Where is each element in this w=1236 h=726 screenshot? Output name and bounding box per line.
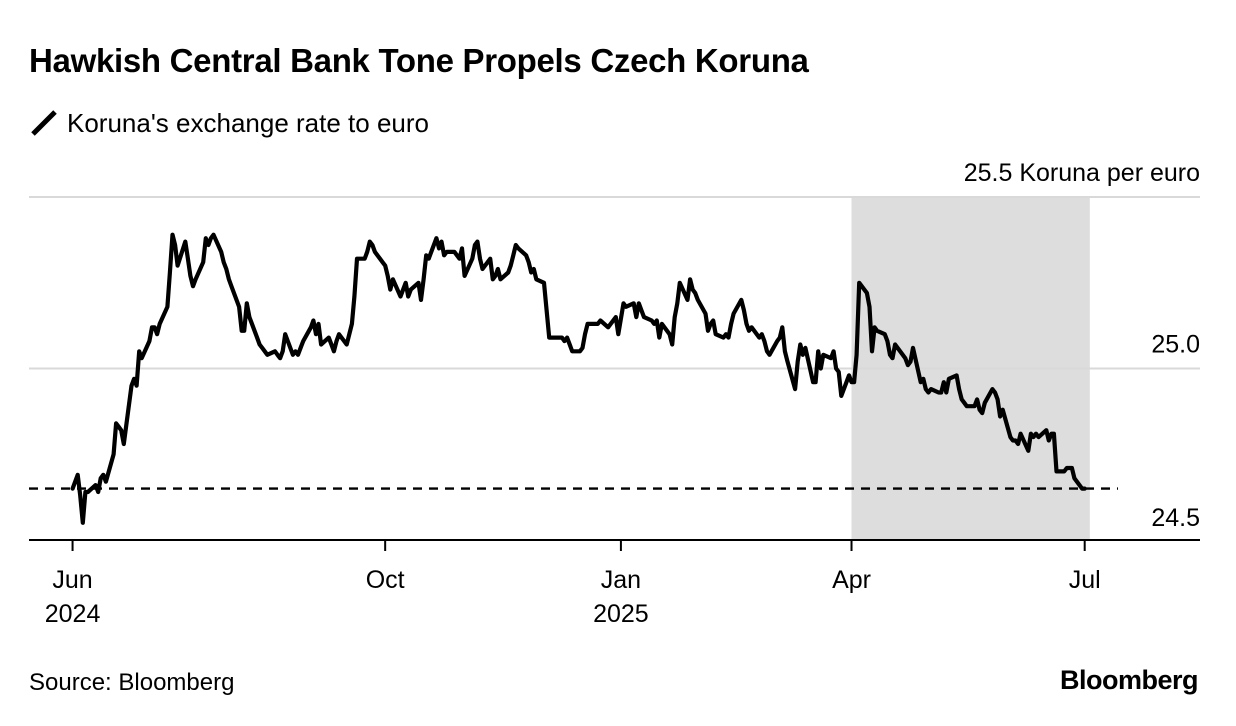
x-tick-label: Jul <box>1069 566 1101 594</box>
y-tick-label: 25.5 Koruna per euro <box>964 159 1200 187</box>
series-line <box>70 232 1087 525</box>
bloomberg-logo: Bloomberg <box>1059 665 1199 695</box>
x-tick-year-label: 2025 <box>593 600 649 628</box>
y-tick-label: 25.0 <box>1151 331 1200 359</box>
source-note: Source: Bloomberg <box>29 669 235 696</box>
x-tick-label: Oct <box>366 566 405 594</box>
x-tick-label: Apr <box>832 566 871 594</box>
legend-line-icon <box>31 110 57 136</box>
legend: Koruna's exchange rate to euro <box>29 106 429 140</box>
legend-label: Koruna's exchange rate to euro <box>67 107 429 138</box>
x-tick-year-label: 2024 <box>45 600 101 628</box>
x-tick-label: Jun <box>52 566 92 594</box>
chart-title: Hawkish Central Bank Tone Propels Czech … <box>29 42 809 79</box>
y-tick-label: 24.5 <box>1151 504 1200 532</box>
x-tick-label: Jan <box>601 566 641 594</box>
